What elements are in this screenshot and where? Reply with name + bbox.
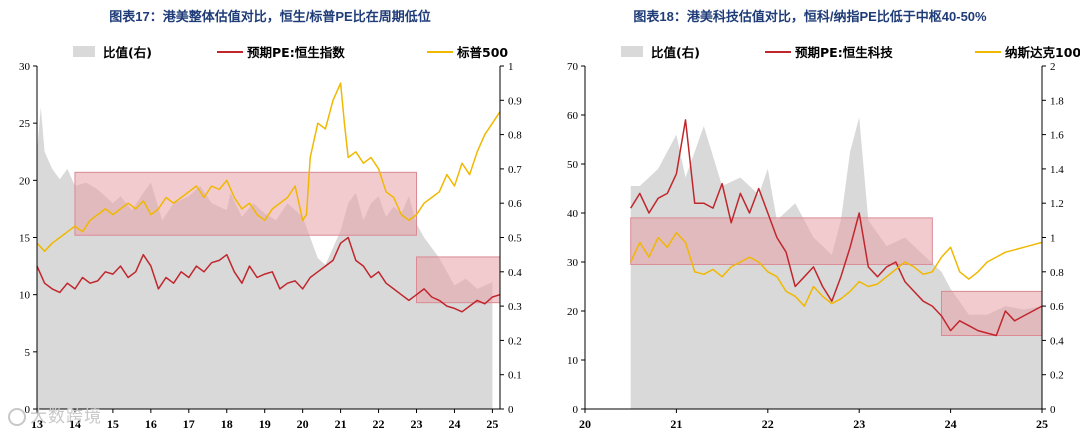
y-tick-label-left: 5 — [25, 347, 31, 359]
x-tick-label: 25 — [1036, 417, 1048, 431]
legend-label: 比值(右) — [651, 45, 700, 60]
highlight-box — [74, 171, 418, 236]
y-tick-label-right: 0.6 — [508, 198, 522, 210]
x-tick-label: 17 — [183, 417, 195, 431]
x-tick-label: 14 — [69, 417, 81, 431]
y-tick-label-left: 25 — [19, 118, 31, 130]
legend-label: 预期PE:恒生科技 — [795, 45, 893, 60]
y-tick-label-left: 70 — [567, 61, 579, 73]
y-tick-label-left: 0 — [25, 404, 31, 416]
y-tick-label-right: 0.2 — [508, 335, 522, 347]
y-tick-label-right: 1.2 — [1050, 198, 1064, 210]
x-tick-label: 18 — [221, 417, 233, 431]
y-tick-label-left: 40 — [567, 208, 579, 220]
x-tick-label: 20 — [579, 417, 591, 431]
y-tick-label-left: 30 — [19, 61, 31, 73]
y-tick-label-right: 1.8 — [1050, 95, 1064, 107]
series-line-us — [630, 231, 1043, 307]
y-tick-label-right: 1 — [1050, 233, 1056, 245]
y-tick-label-left: 30 — [567, 257, 579, 269]
x-tick-label: 13 — [31, 417, 43, 431]
series-line-hk — [36, 236, 501, 313]
chart-title: 图表17：港美整体估值对比，恒生/标普PE比在周期低位 — [109, 9, 431, 24]
x-tick-label: 16 — [145, 417, 157, 431]
y-tick-label-right: 0.2 — [1050, 370, 1064, 382]
legend-label: 标普500 — [456, 45, 508, 60]
y-tick-label-right: 0.4 — [1050, 335, 1064, 347]
legend-swatch-ratio — [621, 46, 643, 57]
y-tick-label-left: 15 — [19, 233, 31, 245]
y-tick-label-right: 0.1 — [508, 370, 522, 382]
series-line-us — [36, 82, 501, 252]
y-tick-label-right: 0.8 — [1050, 267, 1064, 279]
x-tick-label: 24 — [945, 417, 957, 431]
y-tick-label-left: 10 — [567, 355, 579, 367]
highlight-box — [630, 217, 933, 265]
legend-label: 比值(右) — [103, 45, 152, 60]
chart-panel-left: 图表17：港美整体估值对比，恒生/标普PE比在周期低位 0 5 10 15 20 25 30… — [19, 9, 522, 431]
legend-swatch-ratio — [73, 46, 95, 57]
x-tick-label: 22 — [762, 417, 774, 431]
x-tick-label: 21 — [335, 417, 347, 431]
y-tick-label-left: 0 — [573, 404, 579, 416]
chart-title: 图表18：港美科技估值对比，恒科/纳指PE比低于中枢40-50% — [633, 9, 987, 24]
chart-panel-right: 图表18：港美科技估值对比，恒科/纳指PE比低于中枢40-50% 0 10 20 30… — [540, 0, 1080, 437]
x-tick-label: 23 — [853, 417, 865, 431]
x-tick-label: 22 — [373, 417, 385, 431]
y-tick-label-left: 20 — [567, 306, 579, 318]
y-tick-label-left: 60 — [567, 110, 579, 122]
y-tick-label-right: 0 — [1050, 404, 1056, 416]
legend-label: 预期PE:恒生指数 — [247, 45, 345, 60]
y-tick-label-right: 0.3 — [508, 301, 522, 313]
y-tick-label-left: 50 — [567, 159, 579, 171]
series-line-hk — [630, 119, 1043, 337]
y-tick-label-left: 10 — [19, 290, 31, 302]
y-tick-label-right: 0.6 — [1050, 301, 1064, 313]
watermark-text: 大数跨境 — [30, 407, 102, 427]
watermark: 大数跨境 — [8, 402, 102, 427]
y-tick-label-right: 0 — [508, 404, 514, 416]
x-tick-label: 20 — [297, 417, 309, 431]
y-tick-label-right: 0.5 — [508, 233, 522, 245]
chart-plot: 0 5 10 15 20 25 30 0 0.1 0.2 0.3 0.4 0.5 0.6 0.7 0.8 0.9… — [19, 45, 522, 431]
x-tick-label: 24 — [448, 417, 460, 431]
y-tick-label-right: 1 — [508, 61, 514, 73]
y-tick-label-right: 0.8 — [508, 130, 522, 142]
x-tick-label: 25 — [486, 417, 498, 431]
highlight-box — [940, 290, 1043, 336]
x-tick-label: 23 — [411, 417, 423, 431]
x-tick-label: 15 — [107, 417, 119, 431]
y-tick-label-right: 0.9 — [508, 95, 522, 107]
ratio-area — [37, 107, 493, 409]
y-tick-label-right: 1.6 — [1050, 130, 1064, 142]
y-tick-label-left: 20 — [19, 175, 31, 187]
y-tick-label-right: 0.4 — [508, 267, 522, 279]
highlight-box — [416, 256, 501, 304]
x-tick-label: 19 — [259, 417, 271, 431]
x-tick-label: 21 — [670, 417, 682, 431]
y-tick-label-right: 0.7 — [508, 164, 522, 176]
chart-plot: 0 10 20 30 40 50 60 70 0 0.2 0.4 0.6 0.8 1 1.2 1.4 1.6 1.… — [567, 45, 1080, 431]
y-tick-label-right: 2 — [1050, 61, 1056, 73]
watermark-logo-icon — [8, 408, 26, 426]
y-tick-label-right: 1.4 — [1050, 164, 1064, 176]
legend-label: 纳斯达克100 — [1005, 45, 1080, 60]
